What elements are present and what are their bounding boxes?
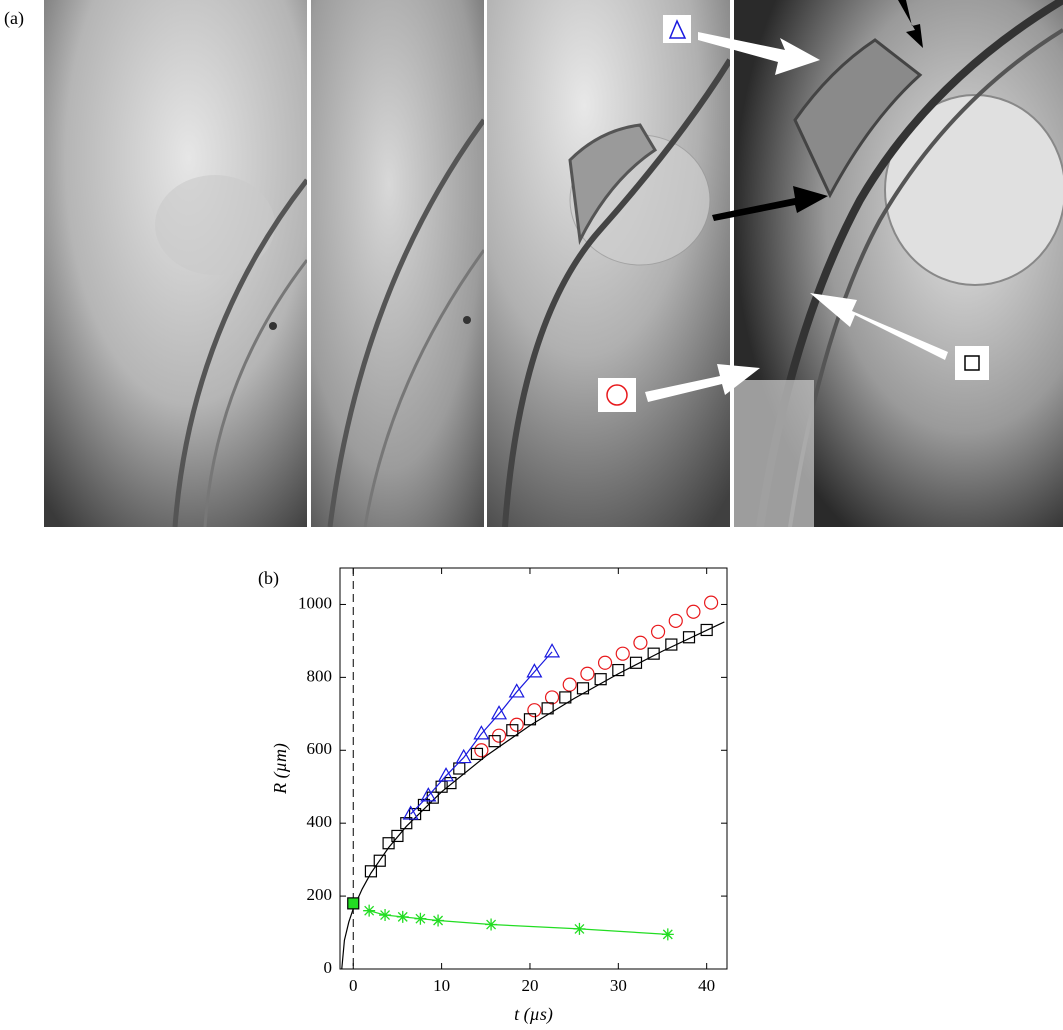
- point: [616, 647, 629, 660]
- point: [545, 644, 559, 657]
- y-tick-label: 600: [307, 739, 333, 758]
- x-axis-label: t (µs): [514, 1004, 553, 1025]
- x-tick-label: 10: [433, 976, 450, 995]
- y-tick-label: 800: [307, 666, 333, 685]
- series: [365, 624, 712, 876]
- series-line: [411, 652, 552, 814]
- panel-label: (a): [4, 8, 24, 29]
- photo-panel: [734, 0, 1063, 527]
- y-tick-label: 1000: [298, 593, 332, 612]
- point: [363, 905, 375, 917]
- chart-title: (b): [258, 568, 279, 589]
- x-tick-label: 0: [349, 976, 358, 995]
- point: [581, 667, 594, 680]
- y-tick-label: 200: [307, 885, 333, 904]
- x-tick-label: 30: [610, 976, 627, 995]
- plot-frame: [340, 568, 727, 969]
- point: [471, 748, 482, 759]
- point: [414, 913, 426, 925]
- photo-panel: [487, 0, 730, 527]
- series: [363, 905, 674, 941]
- point: [634, 636, 647, 649]
- point: [652, 625, 665, 638]
- point: [687, 605, 700, 618]
- photo-panel: [311, 0, 484, 527]
- point: [577, 683, 588, 694]
- point: [546, 691, 559, 704]
- point: [397, 911, 409, 923]
- point: [475, 744, 488, 757]
- point: [599, 656, 612, 669]
- point: [485, 919, 497, 931]
- point: [432, 915, 444, 927]
- series: [475, 596, 718, 757]
- point: [454, 763, 465, 774]
- point: [573, 923, 585, 935]
- y-tick-label: 400: [307, 812, 333, 831]
- y-axis-label: R (µm): [270, 743, 291, 795]
- point: [705, 596, 718, 609]
- x-tick-label: 40: [698, 976, 715, 995]
- point: [528, 704, 541, 717]
- photo-panel: [44, 0, 307, 527]
- series-line: [369, 911, 668, 935]
- point: [348, 898, 359, 909]
- point: [662, 928, 674, 940]
- figure: (a) (b)0102030400200: [0, 0, 1063, 1030]
- y-tick-label: 0: [324, 958, 333, 977]
- series: [348, 898, 359, 909]
- x-tick-label: 20: [521, 976, 538, 995]
- point: [563, 678, 576, 691]
- point: [669, 614, 682, 627]
- point: [379, 909, 391, 921]
